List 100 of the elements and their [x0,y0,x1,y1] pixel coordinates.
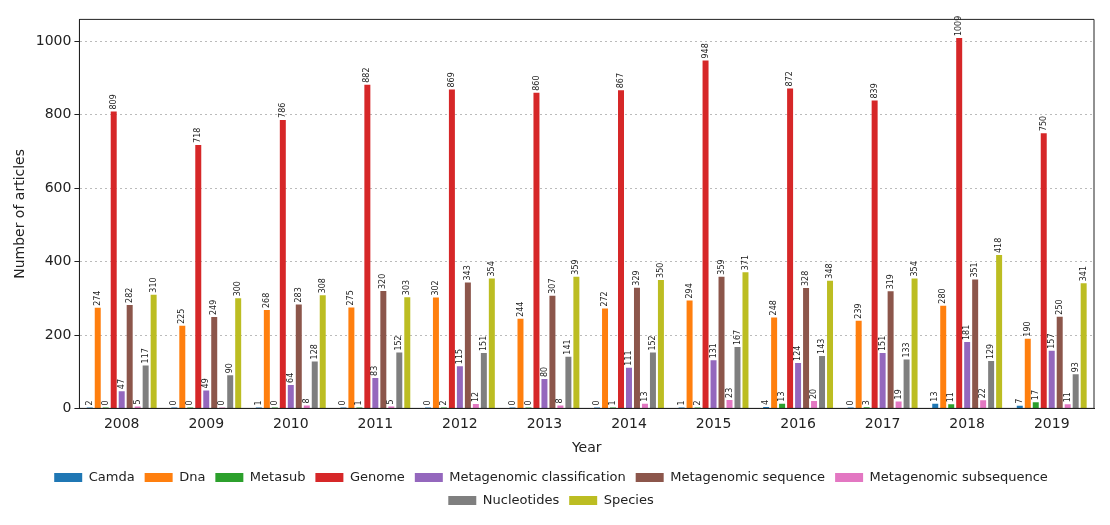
data-label: 90 [225,363,235,374]
data-label: 244 [515,301,525,317]
data-label: 303 [402,279,412,296]
data-label: 354 [909,261,919,277]
data-label: 151 [877,335,887,351]
bar [956,38,963,408]
bar [227,375,234,408]
data-label: 329 [632,270,642,286]
data-label: 13 [640,391,650,402]
bar [211,317,218,408]
data-label: 5 [132,399,142,405]
data-label: 157 [1046,333,1056,349]
data-label: 869 [446,72,456,88]
bar [94,307,101,408]
data-label: 115 [454,348,464,365]
data-label: 2 [84,400,94,406]
data-label: 294 [684,283,694,299]
bar [448,89,455,408]
bar [887,291,894,408]
bar [903,359,910,408]
bar [456,366,463,408]
data-label: 47 [116,378,126,390]
bar [319,295,326,408]
bar [432,297,439,408]
data-label: 249 [209,299,219,316]
data-label: 239 [853,303,863,319]
data-label: 8 [555,398,565,404]
bar [787,88,794,408]
data-label: 225 [177,308,187,324]
data-label: 948 [700,43,710,59]
data-label: 12 [470,391,480,402]
data-label: 750 [1038,115,1048,132]
bar [1024,338,1031,408]
bar [263,310,270,408]
data-label: 0 [523,400,533,406]
data-label: 3 [861,400,871,406]
bar [565,356,572,408]
bar [726,399,733,408]
legend-label: Species [603,491,654,507]
legend-label: Genome [349,468,405,484]
bar [779,403,786,408]
bar [150,294,157,408]
bar [126,304,133,408]
data-label: 0 [100,400,110,406]
bar [549,295,556,408]
bar [464,282,471,408]
bar [295,304,302,408]
data-label: 20 [809,388,819,400]
data-label: 8 [301,398,311,404]
data-label: 7 [1014,398,1024,404]
data-label: 328 [801,270,811,287]
bar [287,384,294,408]
data-label: 83 [370,365,380,376]
bar [795,362,802,408]
data-label: 275 [346,290,356,306]
data-label: 272 [600,291,610,307]
x-tick-label: 2010 [272,415,309,432]
legend-label: Metasub [249,468,306,484]
bar [879,352,886,408]
bar [142,365,149,408]
data-label: 1009 [954,15,964,37]
data-label: 80 [539,366,549,378]
data-label: 190 [1022,321,1032,337]
data-label: 283 [293,287,303,303]
bar [1016,405,1023,408]
data-label: 867 [616,72,626,89]
bar [964,341,971,408]
data-label: 64 [285,372,295,383]
bar [855,320,862,408]
data-label: 11 [1062,392,1072,403]
bar [517,318,524,408]
bar [1032,402,1039,408]
data-label: 1 [354,400,364,406]
bar [1040,133,1047,408]
bar [871,100,878,408]
data-label: 786 [277,102,287,118]
bar [311,361,318,408]
y-tick-label: 400 [44,252,72,269]
data-label: 11 [946,392,956,403]
bar [372,377,379,408]
data-label: 0 [269,400,279,406]
x-tick-label: 2013 [526,415,563,432]
legend-label: Dna [179,468,206,484]
data-label: 152 [648,335,658,351]
x-tick-label: 2017 [864,415,901,432]
data-label: 133 [901,342,911,358]
bar [235,298,242,408]
data-label: 280 [938,288,948,304]
data-label: 141 [563,339,573,355]
legend-label: Metagenomic subsequence [869,468,1048,484]
data-label: 13 [777,391,787,402]
data-label: 93 [1070,362,1080,373]
data-label: 882 [362,67,372,83]
bar [303,405,310,408]
bar [1048,350,1055,408]
x-tick-label: 2016 [780,415,816,432]
data-label: 5 [386,399,396,405]
bar [118,391,125,408]
bar [348,307,355,408]
bar [911,278,918,408]
